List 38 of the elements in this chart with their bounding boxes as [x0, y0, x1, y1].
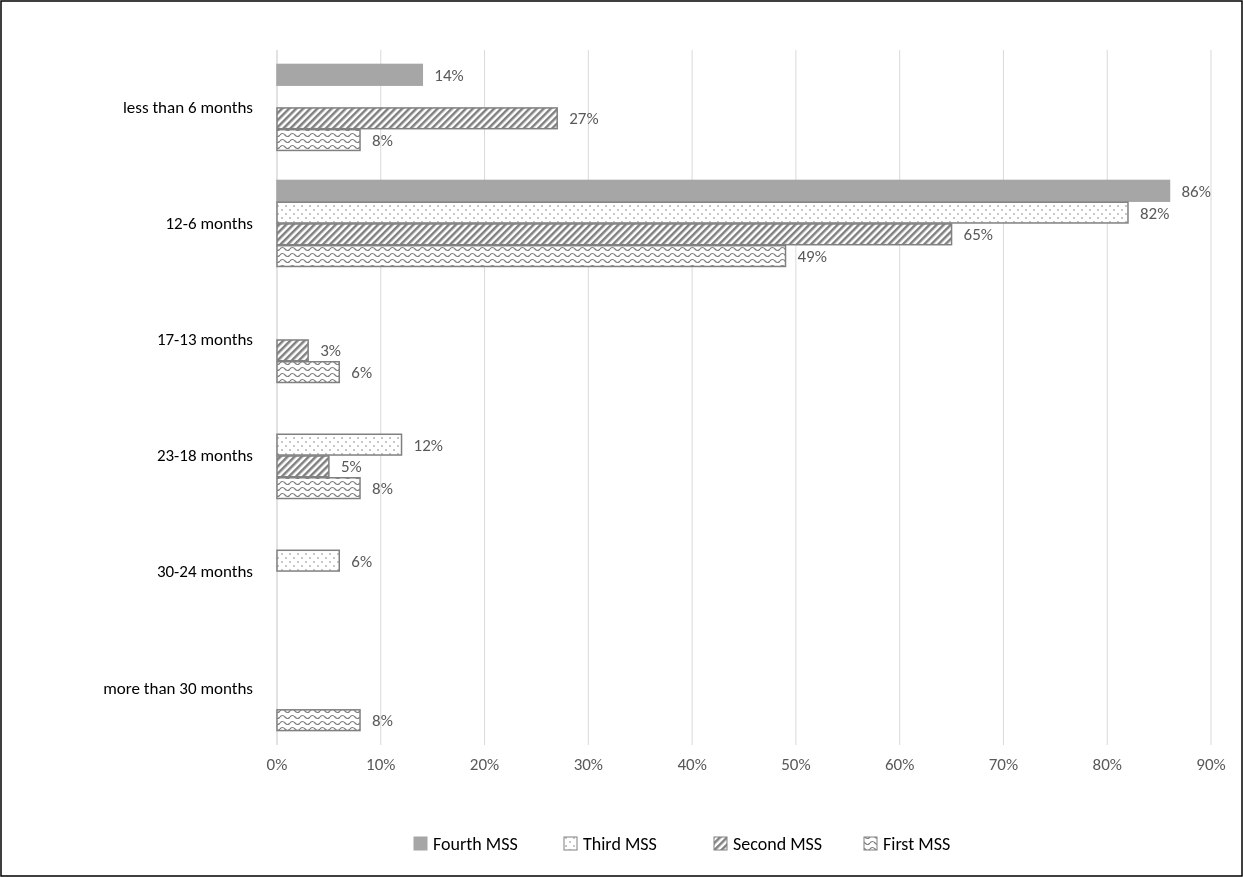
data-label: 8%: [372, 710, 393, 732]
data-label: 5%: [340, 456, 362, 478]
data-label: 82%: [1139, 202, 1170, 224]
x-tick-label: 90%: [1196, 754, 1226, 775]
bar: [276, 549, 341, 572]
x-tick-label: 50%: [781, 754, 811, 775]
x-tick-label: 40%: [677, 754, 707, 775]
y-tick-label: 30-24 months: [156, 561, 254, 583]
y-tick-label: 17-13 months: [156, 329, 254, 351]
data-label: 8%: [372, 130, 393, 152]
x-tick-label: 60%: [884, 754, 915, 775]
x-tick-label: 80%: [1092, 754, 1122, 775]
x-tick-label: 30%: [573, 754, 604, 775]
y-tick-label: 23-18 months: [156, 445, 254, 467]
legend-label: First MSS: [883, 833, 951, 856]
data-label: 49%: [797, 246, 827, 268]
x-tick-label: 70%: [988, 754, 1019, 775]
data-label: 6%: [351, 550, 373, 572]
legend-label: Third MSS: [583, 833, 657, 856]
data-label: 8%: [372, 478, 393, 500]
data-label: 86%: [1181, 180, 1211, 202]
bar: [276, 63, 424, 86]
bar: [276, 179, 1171, 202]
y-tick-label: less than 6 months: [122, 97, 254, 119]
x-tick-label: 10%: [366, 754, 396, 775]
bar: [276, 709, 361, 732]
x-tick-label: 0%: [266, 754, 288, 775]
legend-label: Second MSS: [733, 833, 823, 856]
data-label: 65%: [963, 224, 993, 246]
data-label: 3%: [320, 340, 341, 362]
data-label: 6%: [351, 362, 373, 384]
y-tick-label: 12-6 months: [165, 213, 254, 235]
x-tick-label: 20%: [469, 754, 500, 775]
legend-label: Fourth MSS: [433, 833, 518, 856]
data-label: 27%: [569, 108, 599, 130]
data-label: 12%: [413, 434, 443, 456]
data-label: 14%: [434, 64, 464, 86]
y-tick-label: more than 30 months: [103, 677, 254, 699]
